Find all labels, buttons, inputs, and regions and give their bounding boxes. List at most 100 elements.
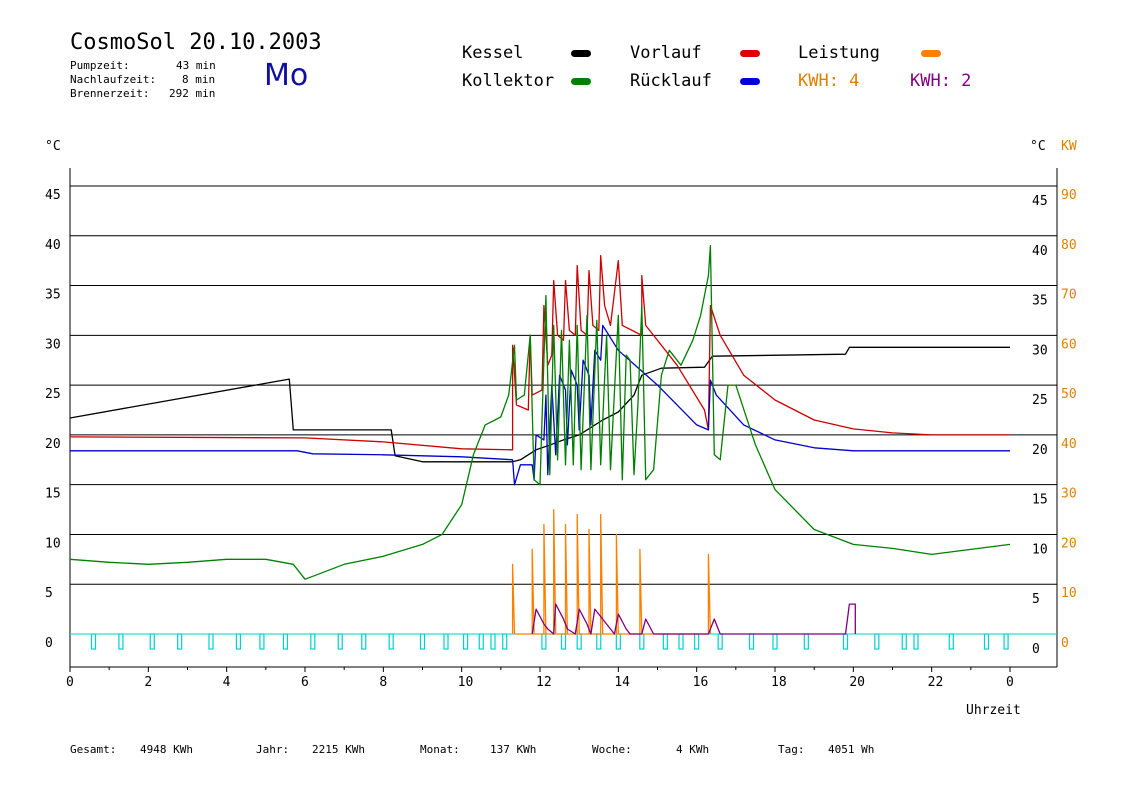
brenner-pulse — [748, 633, 755, 650]
brenner-pulse — [576, 633, 582, 650]
y-right-tick-label: 35 — [1032, 294, 1048, 309]
y-tick-label: 15 — [45, 487, 61, 502]
brenner-pulse — [913, 633, 919, 650]
nachlaufzeit-value: 8 min — [182, 73, 216, 86]
brenner-pulse — [803, 633, 809, 650]
kw-tick-label: 90 — [1061, 188, 1077, 203]
x-tick-label: 2 — [144, 675, 152, 690]
footer-tag-label: Tag: — [778, 743, 805, 756]
series-line-kwh-2 — [531, 603, 856, 635]
x-axis-label: Uhrzeit — [966, 703, 1021, 718]
y-right-tick-label: 20 — [1032, 443, 1048, 458]
brenner-pulse — [361, 633, 367, 650]
brenner-pulse — [90, 633, 97, 650]
kw-tick-label: 80 — [1061, 238, 1077, 253]
brenner-pulse — [948, 633, 954, 650]
brenner-pulse — [282, 633, 289, 650]
series-line-r-cklauf — [70, 324, 1010, 486]
legend-kwh-2: KWH: 2 — [910, 71, 972, 91]
legend-kollektor: Kollektor — [462, 71, 555, 91]
y-right-tick-label: 10 — [1032, 542, 1048, 557]
x-tick-label: 0 — [66, 675, 74, 690]
y-right-tick-label: 5 — [1032, 592, 1040, 607]
brenner-pulse — [462, 633, 469, 650]
legend-kollektor-swatch — [571, 78, 591, 85]
brenner-pulse — [443, 633, 449, 650]
brenner-pulse — [874, 633, 880, 650]
brenner-pulse — [310, 633, 316, 650]
y-tick-label: 35 — [45, 288, 61, 303]
footer-jahr-value: 2215 KWh — [312, 743, 365, 756]
brenner-pulse — [717, 633, 723, 650]
y-right-tick-label: 45 — [1032, 194, 1048, 209]
kw-tick-label: 70 — [1061, 288, 1077, 303]
legend-ruecklauf-swatch — [740, 78, 760, 85]
legend-vorlauf: Vorlauf — [630, 43, 702, 63]
y-right-tick-label: 25 — [1032, 393, 1048, 408]
brenner-pulse — [149, 633, 155, 650]
brennerzeit-value: 292 min — [169, 87, 216, 100]
y-right-tick-label: 15 — [1032, 493, 1048, 508]
y-tick-label: 30 — [45, 337, 61, 352]
kw-axis-unit: KW — [1061, 139, 1077, 154]
weekday-label: Mo — [264, 58, 309, 93]
series-line-kollektor — [69, 245, 1011, 580]
brenner-pulse — [678, 633, 684, 650]
kw-tick-label: 60 — [1061, 337, 1077, 352]
legend-ruecklauf: Rücklauf — [630, 71, 712, 91]
kw-tick-label: 50 — [1061, 387, 1077, 402]
x-tick-label: 8 — [379, 675, 387, 690]
x-tick-label: 18 — [771, 675, 787, 690]
footer-gesamt-label: Gesamt: — [70, 743, 117, 756]
series-line-vorlauf — [69, 255, 1010, 451]
footer-monat-value: 137 KWh — [490, 743, 537, 756]
y-tick-label: 40 — [45, 238, 61, 253]
brenner-pulse — [235, 633, 242, 650]
brenner-pulse — [177, 633, 183, 650]
x-tick-label: 4 — [223, 675, 231, 690]
y-tick-label: 45 — [45, 188, 61, 203]
brenner-pulse — [983, 633, 990, 650]
x-tick-label: 14 — [614, 675, 630, 690]
y-right-tick-label: 40 — [1032, 244, 1048, 259]
brenner-pulse — [615, 633, 621, 650]
brenner-pulse — [337, 633, 343, 650]
brenner-pulse — [694, 633, 700, 650]
brenner-pulse — [662, 633, 668, 650]
legend-kessel-swatch — [571, 50, 591, 57]
brenner-pulse — [596, 633, 602, 650]
y-axis-unit-left: °C — [45, 139, 61, 154]
brenner-pulse — [478, 633, 484, 650]
x-tick-label: 10 — [458, 675, 474, 690]
legend-leistung-swatch — [921, 50, 941, 57]
series-line-leistung — [511, 508, 712, 635]
footer-woche-value: 4 KWh — [676, 743, 710, 756]
nachlaufzeit-label: Nachlaufzeit: — [70, 73, 157, 86]
footer-tag-value: 4051 Wh — [828, 743, 875, 756]
brenner-pulse — [901, 633, 907, 650]
brennerzeit-label: Brennerzeit: — [70, 87, 150, 100]
kw-tick-label: 40 — [1061, 437, 1077, 452]
pumpzeit-label: Pumpzeit: — [70, 59, 130, 72]
y-tick-label: 0 — [45, 636, 53, 651]
brenner-pulse — [419, 633, 426, 650]
footer-monat-label: Monat: — [420, 743, 460, 756]
legend-leistung: Leistung — [798, 43, 880, 63]
brenner-pulse — [560, 633, 567, 650]
brenner-pulse — [842, 633, 849, 650]
y-tick-label: 5 — [45, 586, 53, 601]
brenner-pulse — [490, 633, 496, 650]
footer-woche-label: Woche: — [592, 743, 632, 756]
y-right-tick-label: 30 — [1032, 343, 1048, 358]
y-tick-label: 25 — [45, 387, 61, 402]
y-right-tick-label: 0 — [1032, 642, 1040, 657]
legend-kessel: Kessel — [462, 43, 524, 63]
footer-gesamt-value: 4948 KWh — [140, 743, 193, 756]
pumpzeit-value: 43 min — [176, 59, 216, 72]
brenner-pulse — [1003, 633, 1009, 650]
x-tick-label: 16 — [693, 675, 709, 690]
series-line-kessel — [69, 346, 1010, 463]
brenner-pulse — [502, 633, 508, 650]
brenner-pulse — [541, 633, 547, 650]
